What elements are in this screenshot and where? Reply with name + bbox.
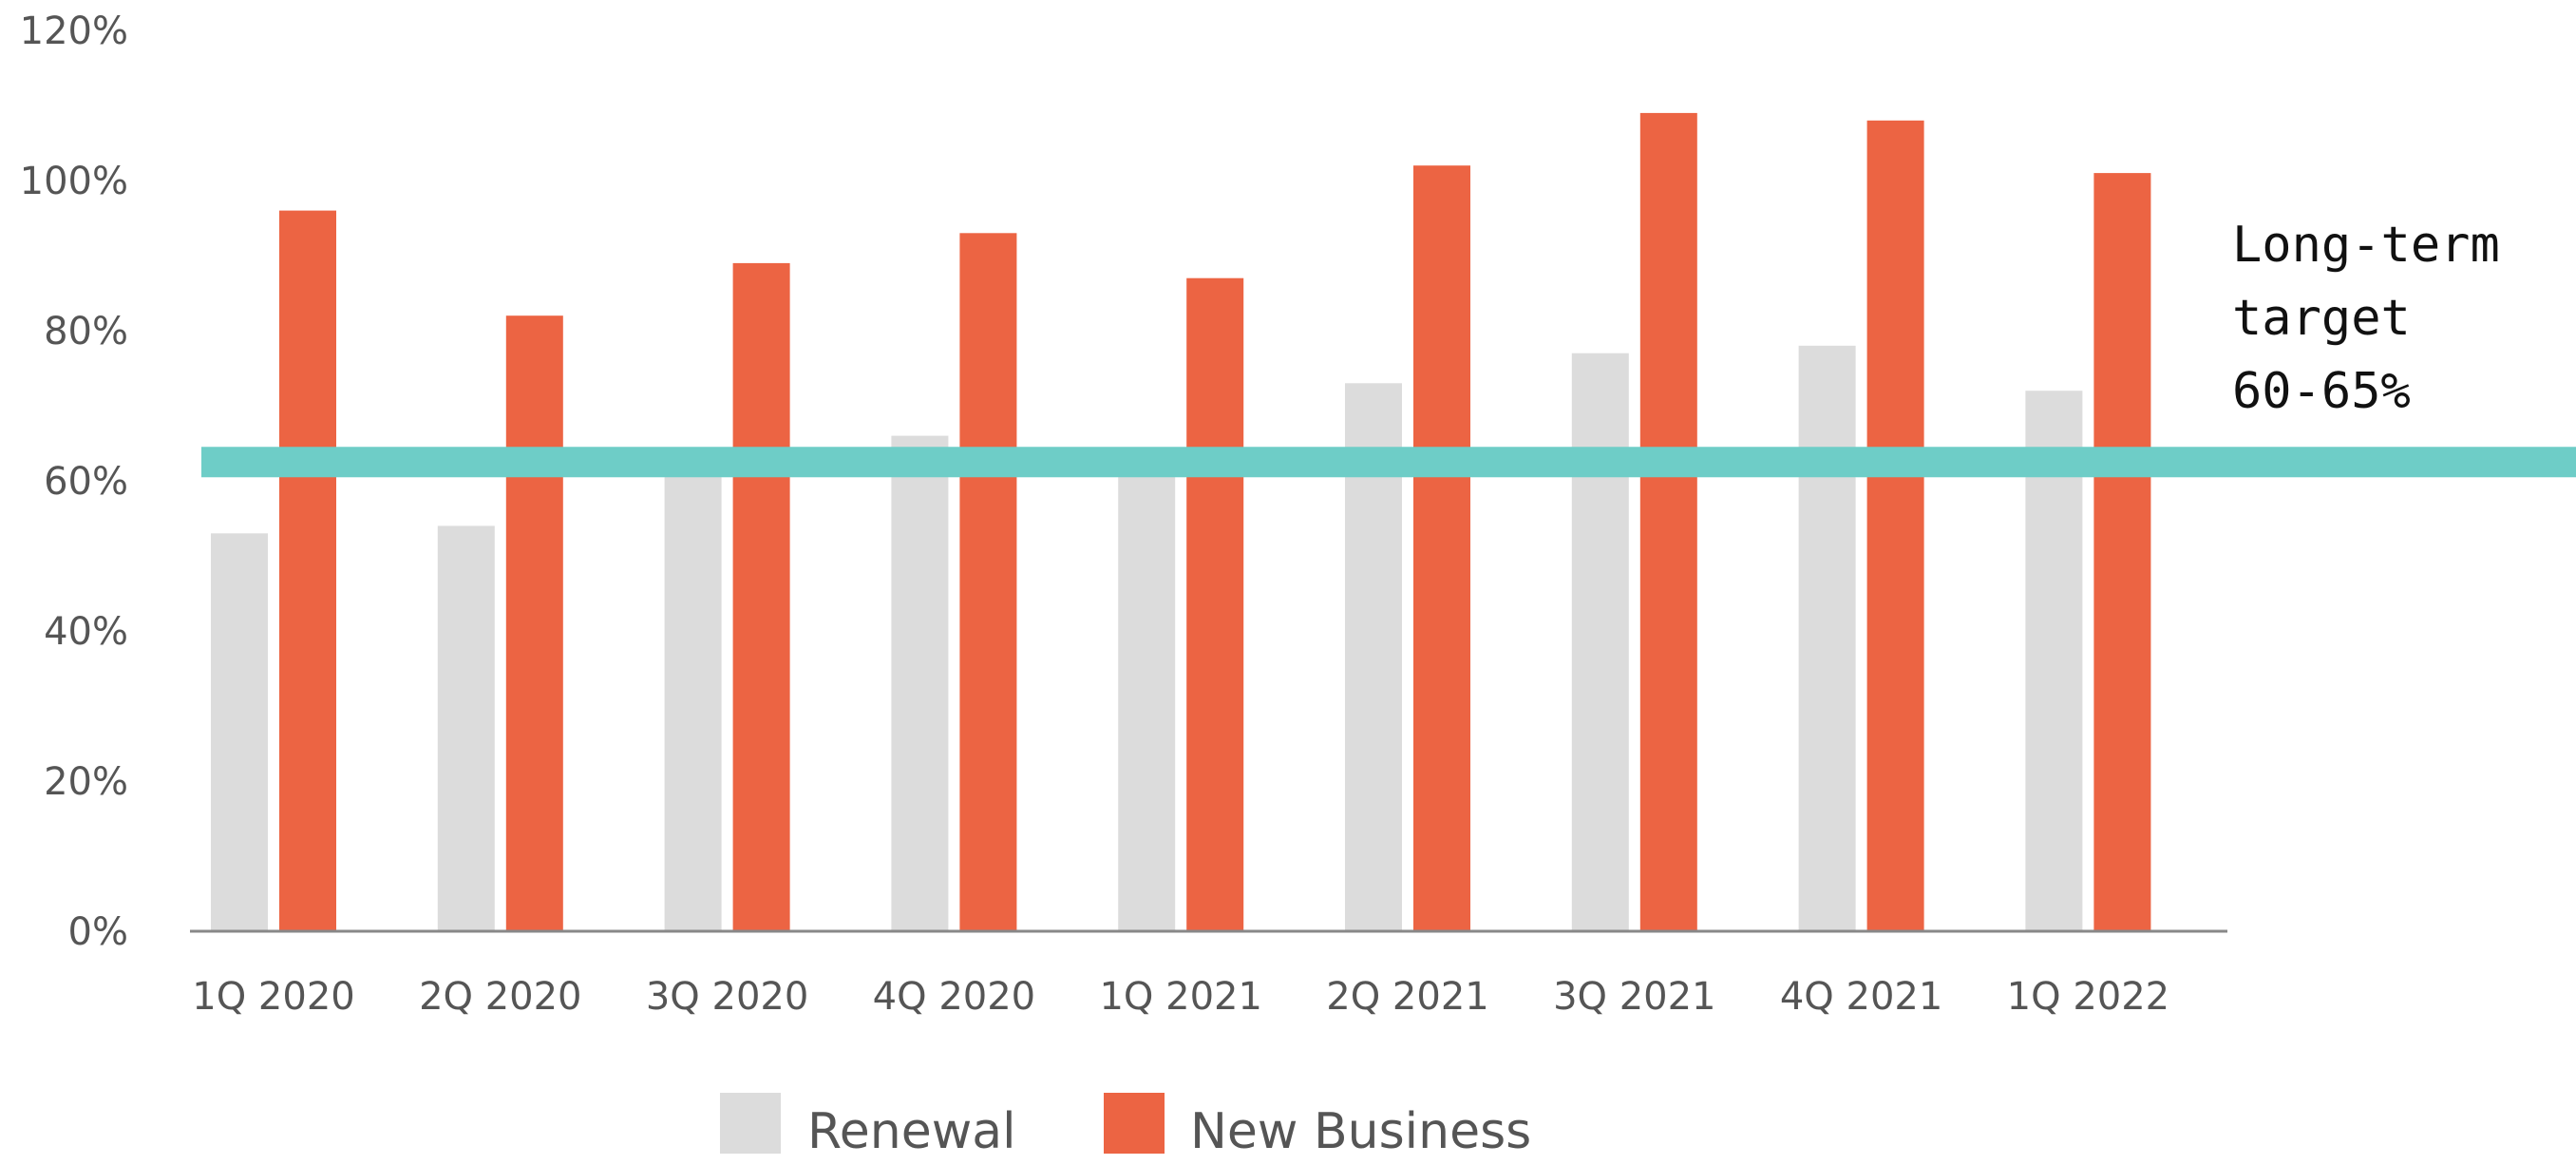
bar-renewal	[891, 435, 949, 932]
x-category-label: 1Q 2020	[192, 975, 354, 1019]
y-tick-label: 0%	[68, 910, 128, 954]
bar-renewal	[2025, 391, 2083, 931]
long-term-target-line	[201, 447, 2576, 478]
bar-new-business	[1186, 277, 1244, 931]
bar-new-business	[1639, 112, 1697, 931]
legend-swatch-new-business	[1104, 1093, 1165, 1154]
x-category-label: 1Q 2022	[2007, 975, 2169, 1019]
bar-new-business	[959, 233, 1017, 932]
y-tick-label: 120%	[20, 10, 128, 53]
legend-label-new-business: New Business	[1190, 1103, 1531, 1160]
x-category-label: 3Q 2021	[1553, 975, 1715, 1019]
legend-swatch-renewal	[720, 1093, 781, 1154]
x-category-label: 3Q 2020	[646, 975, 808, 1019]
y-axis-tick-labels: 0% 20% 40% 60% 80% 100% 120%	[20, 10, 128, 954]
annotation-line: Long-term	[2232, 217, 2500, 274]
bar-renewal	[664, 473, 722, 931]
y-tick-label: 20%	[44, 760, 128, 804]
bar-new-business	[1413, 165, 1470, 931]
x-axis-category-labels: 1Q 2020 2Q 2020 3Q 2020 4Q 2020 1Q 2021 2Q 20…	[192, 975, 2169, 1019]
x-category-label: 2Q 2020	[419, 975, 581, 1019]
bar-renewal	[211, 533, 268, 931]
bar-new-business	[732, 262, 790, 931]
legend: Renewal New Business	[720, 1093, 1531, 1160]
bar-renewal	[1118, 473, 1176, 931]
annotation-line: 60-65%	[2232, 363, 2411, 420]
y-tick-label: 80%	[44, 310, 128, 353]
y-tick-label: 60%	[44, 460, 128, 504]
long-term-target-annotation: Long-term target 60-65%	[2232, 217, 2500, 420]
x-category-label: 4Q 2021	[1780, 975, 1942, 1019]
bar-new-business	[1866, 120, 1924, 932]
y-tick-label: 40%	[44, 610, 128, 654]
bars-group	[211, 112, 2151, 932]
bar-new-business	[279, 210, 336, 932]
x-category-label: 1Q 2021	[1099, 975, 1261, 1019]
bar-new-business	[2093, 173, 2151, 932]
x-category-label: 2Q 2021	[1326, 975, 1488, 1019]
bar-new-business	[505, 315, 563, 931]
bar-renewal	[1798, 345, 1856, 931]
annotation-line: target	[2232, 290, 2411, 347]
bar-renewal	[1571, 353, 1629, 931]
y-tick-label: 100%	[20, 160, 128, 203]
x-category-label: 4Q 2020	[873, 975, 1035, 1019]
legend-label-renewal: Renewal	[807, 1103, 1016, 1160]
bar-renewal	[437, 525, 495, 931]
